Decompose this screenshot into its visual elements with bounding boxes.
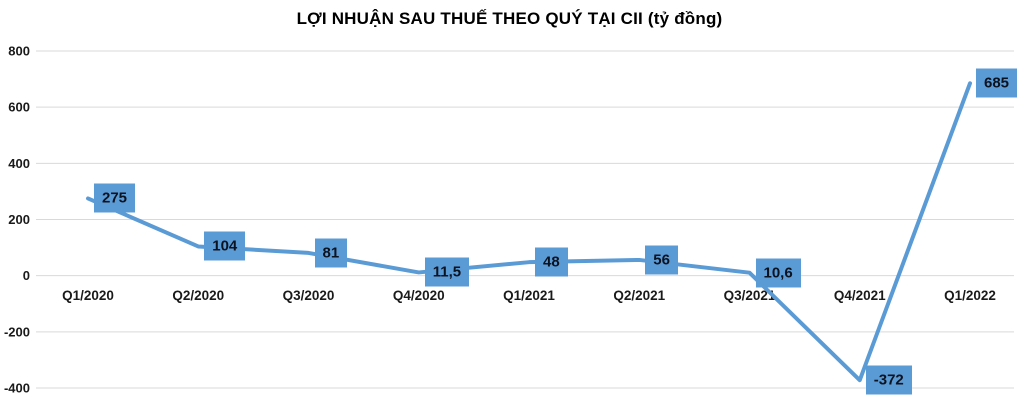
x-tick-label: Q4/2020 bbox=[393, 288, 445, 303]
y-tick-label: 600 bbox=[8, 100, 30, 115]
y-tick-label: 800 bbox=[8, 44, 30, 59]
y-tick-label: -200 bbox=[4, 324, 30, 339]
x-tick-label: Q1/2020 bbox=[62, 288, 114, 303]
x-tick-label: Q2/2021 bbox=[613, 288, 665, 303]
x-tick-label: Q3/2021 bbox=[724, 288, 776, 303]
series-line bbox=[86, 81, 972, 383]
y-tick-label: -400 bbox=[4, 381, 30, 396]
y-tick-label: 200 bbox=[8, 212, 30, 227]
x-tick-label: Q4/2021 bbox=[834, 288, 886, 303]
x-tick-label: Q1/2021 bbox=[503, 288, 555, 303]
y-tick-label: 400 bbox=[8, 156, 30, 171]
x-tick-label: Q2/2020 bbox=[172, 288, 224, 303]
x-tick-label: Q3/2020 bbox=[283, 288, 335, 303]
x-tick-label: Q1/2022 bbox=[944, 288, 996, 303]
y-tick-label: 0 bbox=[23, 268, 30, 283]
chart-title: LỢI NHUẬN SAU THUẾ THEO QUÝ TẠI CII (tỷ … bbox=[296, 9, 723, 28]
